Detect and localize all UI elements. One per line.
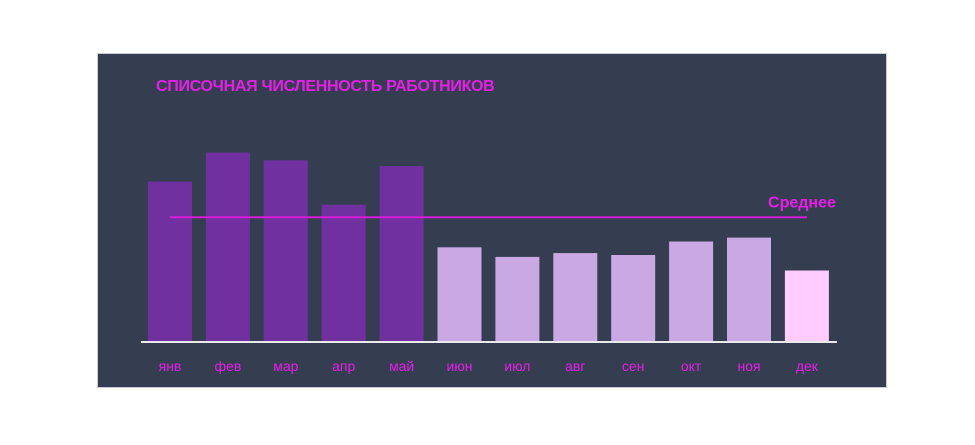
bar-0 [148,181,192,342]
bar-3 [321,204,366,342]
bar-1 [205,152,250,342]
bar-10 [727,237,771,342]
bar-2 [263,160,308,342]
x-tick-label-3: апр [332,358,355,374]
bar-4 [379,166,424,342]
chart-svg: СПИСОЧНАЯ ЧИСЛЕННОСТЬ РАБОТНИКОВ Среднее… [141,78,837,374]
x-tick-label-2: мар [273,358,298,374]
bar-8 [611,255,656,342]
x-tick-label-1: фев [215,358,242,374]
x-tick-label-7: авг [565,358,585,374]
x-tick-label-8: сен [622,358,645,374]
x-tick-label-5: июн [446,358,472,374]
bar-9 [669,241,714,342]
bar-6 [495,256,540,342]
bars-group [148,152,829,342]
bar-11 [784,270,829,342]
x-tick-labels: янв фев мар апр май июн июл авг сен окт ноя дек [159,358,819,374]
bar-7 [553,253,598,342]
chart-panel: СПИСОЧНАЯ ЧИСЛЕННОСТЬ РАБОТНИКОВ Среднее… [97,53,887,388]
x-tick-label-4: май [389,358,414,374]
x-tick-label-6: июл [504,358,530,374]
x-tick-label-9: окт [681,358,702,374]
x-tick-label-0: янв [159,358,182,374]
bar-5 [437,247,482,342]
x-tick-label-11: дек [796,358,819,374]
chart-title: СПИСОЧНАЯ ЧИСЛЕННОСТЬ РАБОТНИКОВ [156,78,494,95]
average-label: Среднее [768,194,836,211]
x-tick-label-10: ноя [737,358,760,374]
